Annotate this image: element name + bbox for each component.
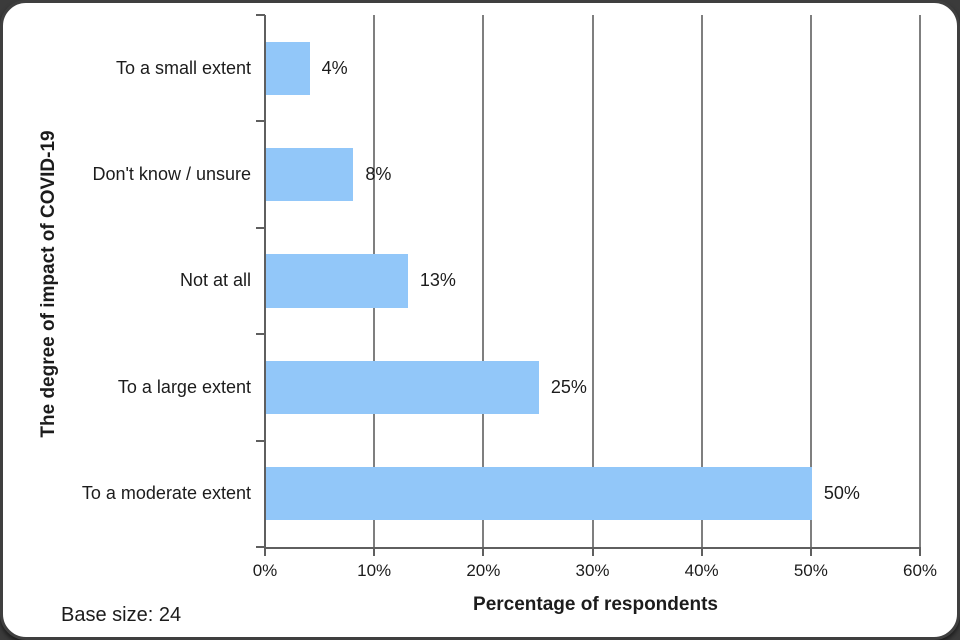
x-tick-label-30: 30% bbox=[575, 561, 610, 580]
bar-chart: 0% 10% 20% 30% 40% 50% 60% To a small extent 4% D… bbox=[3, 3, 957, 637]
gridline-30 bbox=[591, 15, 594, 547]
category-label: To a small extent bbox=[115, 57, 251, 78]
bar-2 bbox=[266, 148, 354, 202]
x-axis-tick-50 bbox=[809, 547, 812, 556]
y-axis-tick bbox=[256, 439, 265, 442]
bar-value-label: 50% bbox=[823, 483, 860, 504]
category-label: To a large extent bbox=[117, 376, 251, 397]
bar-5 bbox=[266, 467, 812, 521]
y-axis-line bbox=[264, 15, 266, 549]
x-axis-tick-40 bbox=[700, 547, 703, 556]
x-axis-tick-0 bbox=[264, 547, 266, 556]
x-tick-label-20: 20% bbox=[466, 561, 501, 580]
gridline-50 bbox=[809, 15, 812, 547]
y-axis-title: The degree of impact of COVID-19 bbox=[38, 130, 59, 438]
y-axis-tick bbox=[256, 226, 265, 229]
bar-3 bbox=[266, 254, 408, 308]
x-tick-label-10: 10% bbox=[357, 561, 392, 580]
x-axis-tick-60 bbox=[919, 547, 921, 556]
bar-4 bbox=[266, 360, 539, 414]
x-axis-tick-30 bbox=[591, 547, 594, 556]
x-tick-label-60: 60% bbox=[902, 561, 938, 580]
gridline-40 bbox=[700, 15, 703, 547]
y-axis-tick bbox=[256, 546, 265, 548]
category-label: Don't know / unsure bbox=[92, 164, 251, 185]
y-axis-tick bbox=[256, 120, 265, 123]
x-axis-title: Percentage of respondents bbox=[473, 594, 718, 615]
x-tick-label-0: 0% bbox=[252, 561, 278, 580]
y-axis-tick bbox=[256, 333, 265, 336]
x-axis-tick-10 bbox=[373, 547, 376, 556]
category-label: Not at all bbox=[179, 270, 251, 291]
gridline-20 bbox=[482, 15, 485, 547]
bar-value-label: 4% bbox=[321, 57, 348, 78]
gridline-60 bbox=[919, 15, 921, 547]
bar-value-label: 8% bbox=[365, 164, 392, 185]
base-size-note: Base size: 24 bbox=[61, 604, 182, 626]
bar-1 bbox=[266, 41, 310, 95]
x-axis-tick-20 bbox=[482, 547, 485, 556]
x-tick-label-50: 50% bbox=[793, 561, 828, 580]
bar-value-label: 25% bbox=[550, 376, 587, 397]
x-tick-label-40: 40% bbox=[684, 561, 719, 580]
category-label: To a moderate extent bbox=[81, 483, 251, 504]
y-axis-tick bbox=[256, 14, 265, 16]
bar-value-label: 13% bbox=[419, 270, 456, 291]
